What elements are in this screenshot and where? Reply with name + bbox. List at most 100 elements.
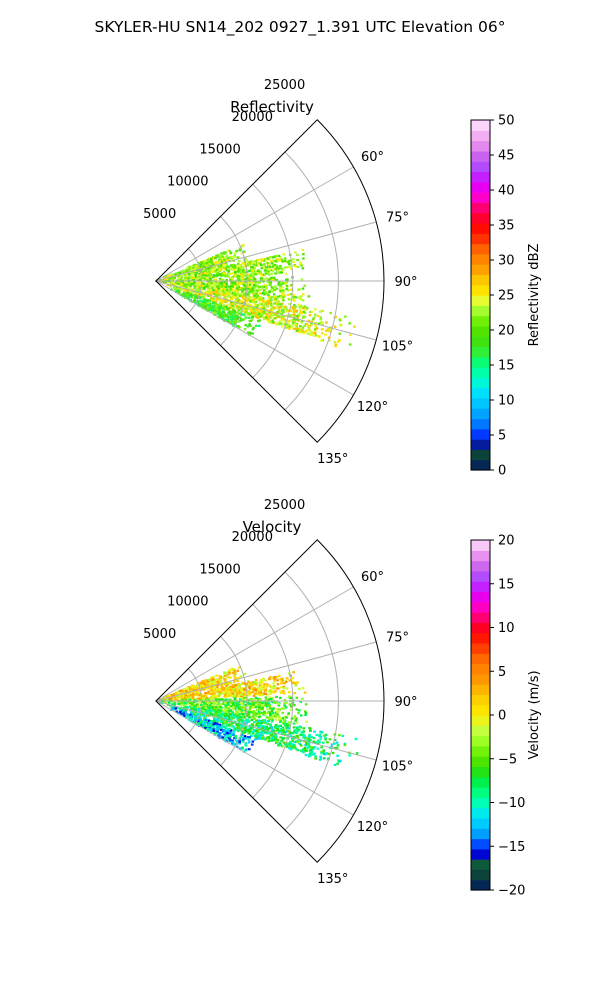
echo-cell [254,314,257,317]
echo-cell [232,291,235,294]
echo-cell [214,682,218,685]
echo-cell [243,257,247,260]
echo-cell [232,293,235,296]
echo-cell [185,270,188,273]
echo-cell [259,722,263,725]
echo-cell [218,675,222,678]
echo-cell [236,256,240,259]
echo-cell [333,738,337,742]
echo-cell [251,269,255,272]
echo-cell [236,291,239,294]
colorbar-segment [471,130,490,142]
echo-cell [210,726,214,729]
echo-cell [213,309,216,312]
echo-cell [255,729,258,733]
echo-cell [255,712,258,715]
echo-cell [225,282,228,286]
echo-cell [198,277,201,280]
echo-cell [206,728,210,731]
echo-cell [316,739,320,742]
echo-cell [315,327,319,330]
echo-cell [203,724,206,727]
echo-cell [259,724,263,727]
echo-cell [279,690,282,693]
colorbar-tick-label: −10 [498,796,525,811]
echo-cell [260,303,263,306]
echo-cell [230,313,234,316]
echo-cell [229,735,232,738]
echo-cell [279,281,282,284]
echo-cell [218,313,221,316]
echo-cell [280,287,283,290]
echo-cell [319,310,322,313]
echo-cell [288,263,291,266]
echo-cell [234,743,237,746]
echo-cell [223,678,226,681]
echo-cell [234,739,238,742]
echo-cell [299,714,303,717]
echo-cell [288,724,291,727]
echo-cell [202,299,206,302]
azimuth-spoke [155,586,354,702]
echo-cell [204,708,207,711]
echo-cell [272,691,276,694]
echo-cell [219,705,222,708]
echo-cell [166,277,169,280]
echo-cell [219,311,222,314]
echo-cell [261,734,264,737]
colorbar-segment [471,745,490,757]
echo-cell [196,289,199,292]
echo-cell [226,315,230,318]
echo-cell [236,717,239,720]
echo-cell [241,318,245,321]
echo-cell [198,683,202,686]
echo-cell [242,269,245,272]
echo-cell [240,313,244,316]
echo-cell [288,695,291,698]
echo-cell [262,289,266,292]
echo-cell [218,277,222,280]
echo-cell [213,685,217,688]
echo-cell [246,288,249,291]
echo-cell [300,731,303,734]
echo-cell [221,278,225,281]
echo-cell [320,328,324,331]
echo-cell [283,321,286,324]
echo-cell [250,716,253,719]
echo-cell [202,714,206,717]
echo-cell [233,265,236,268]
echo-cell [309,738,312,741]
echo-cell [224,285,228,289]
echo-cell [230,287,234,290]
echo-cell [204,718,208,722]
echo-cell [258,711,261,714]
echo-cell [260,315,263,318]
echo-cell [174,273,177,276]
echo-cell [244,316,248,319]
echo-cell [334,747,338,750]
echo-cell [231,685,235,689]
echo-cell [245,722,248,725]
echo-cell [292,671,295,674]
echo-cell [314,757,317,760]
echo-cell [291,297,295,300]
echo-cell [211,723,215,726]
echo-cell [218,273,222,277]
echo-cell [293,741,297,744]
echo-cell [198,691,202,694]
echo-cell [221,255,225,258]
echo-cell [253,687,256,690]
colorbar-tick-label: 15 [498,577,515,592]
echo-cell [290,746,293,749]
echo-cell [187,270,191,273]
echo-cell [314,328,317,331]
radial-tick-label: 15000 [199,562,240,577]
echo-cell [302,315,305,318]
echo-cell [205,308,209,311]
echo-cell [239,294,242,297]
echo-field [155,666,359,766]
colorbar-segment [471,591,490,603]
echo-cell [231,739,235,742]
echo-cell [293,729,297,732]
echo-cell [280,267,283,270]
